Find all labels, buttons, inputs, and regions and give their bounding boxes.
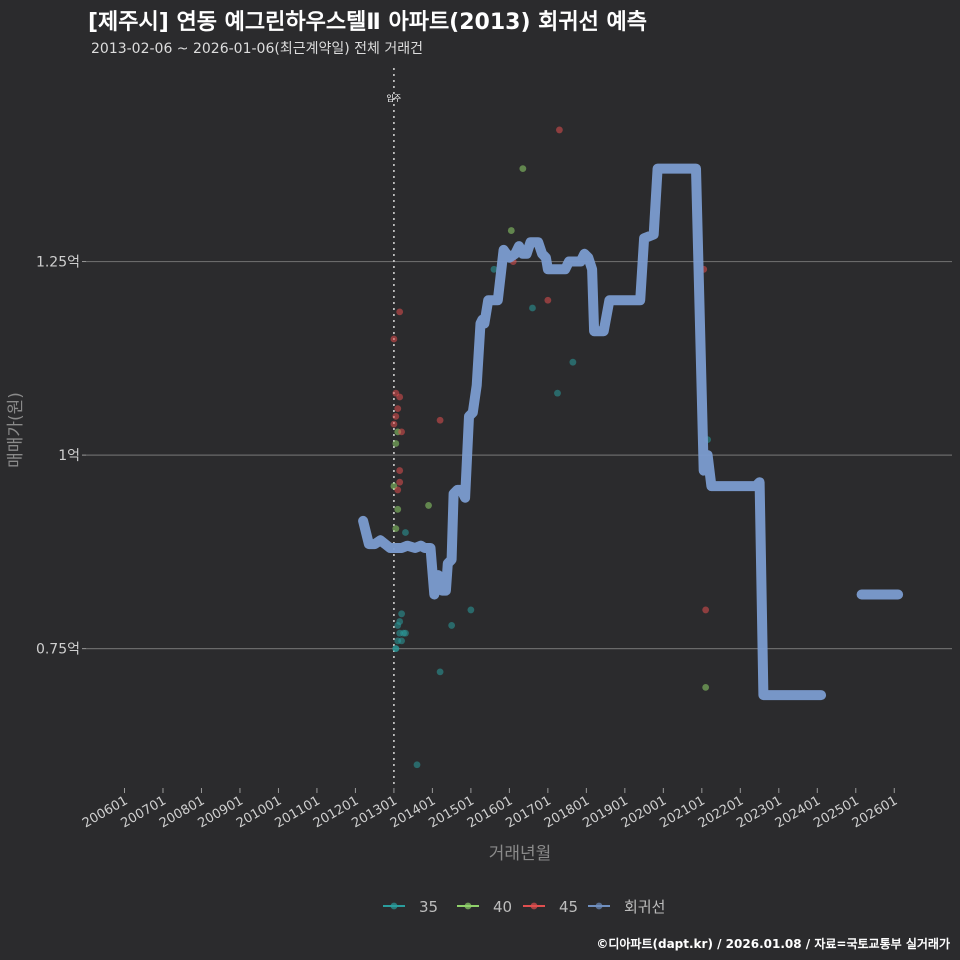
y-tick-label: 0.75억: [36, 642, 80, 658]
data-point-40: [519, 165, 527, 173]
data-point-45: [390, 420, 398, 428]
legend-label: 35: [419, 898, 438, 916]
data-point-40: [507, 227, 515, 234]
data-point-35: [436, 668, 444, 676]
data-point-35: [529, 304, 536, 312]
move-in-annotation: 입주: [387, 68, 402, 788]
chart-subtitle: 2013-02-06 ~ 2026-01-06(최근계약일) 전체 거래건: [91, 41, 423, 57]
scatter-points: [390, 126, 711, 769]
data-point-35: [398, 637, 406, 645]
regression-line-segment-1: [358, 163, 827, 701]
data-point-35: [554, 389, 561, 397]
data-point-40: [392, 440, 400, 447]
source-caption: ©디아파트(dapt.kr) / 2026.01.08 / 자료=국토교통부 실…: [596, 936, 950, 951]
data-point-45: [394, 405, 402, 413]
data-point-35: [467, 606, 475, 614]
data-point-35: [398, 610, 406, 618]
legend-key-dot: [390, 902, 398, 910]
move-in-label: 입주: [387, 94, 402, 103]
data-point-45: [396, 308, 404, 316]
data-point-45: [392, 389, 400, 397]
legend-label: 회귀선: [624, 898, 665, 916]
data-point-35: [413, 761, 421, 769]
data-point-35: [448, 622, 456, 629]
data-point-45: [544, 296, 552, 304]
data-point-35: [490, 265, 498, 273]
regression-line-group: [358, 163, 904, 701]
data-point-45: [398, 428, 406, 436]
data-point-45: [396, 467, 404, 474]
data-point-45: [702, 606, 710, 614]
data-point-35: [569, 358, 577, 366]
legend-label: 45: [559, 898, 578, 916]
legend-label: 40: [493, 898, 512, 916]
data-point-45: [556, 126, 563, 134]
y-axis-ticks: 0.75억 1억 1.25억: [36, 255, 86, 658]
data-point-35: [402, 529, 409, 536]
data-point-40: [702, 683, 710, 691]
data-point-45: [396, 478, 404, 486]
data-point-40: [394, 505, 402, 513]
gridlines: [86, 260, 952, 650]
legend: 35 40 45 회귀선: [383, 898, 665, 916]
chart-title: [제주시] 연동 예그린하우스텔Ⅱ 아파트(2013) 회귀선 예측: [88, 10, 647, 35]
data-point-45: [436, 416, 444, 424]
data-point-35: [396, 618, 404, 625]
data-point-40: [425, 502, 432, 509]
data-point-35: [402, 629, 409, 637]
data-point-45: [392, 412, 400, 420]
data-point-45: [390, 335, 398, 343]
legend-key-dot: [464, 902, 472, 910]
legend-key-dot: [595, 902, 603, 910]
legend-key-dot: [530, 902, 538, 910]
data-point-45: [394, 486, 402, 494]
y-axis-label: 매매가(원): [6, 392, 26, 468]
y-tick-label: 1억: [58, 448, 80, 464]
y-tick-label: 1.25억: [36, 255, 80, 271]
data-point-40: [392, 525, 400, 533]
data-point-35: [392, 645, 400, 653]
x-axis-label: 거래년월: [489, 844, 552, 864]
